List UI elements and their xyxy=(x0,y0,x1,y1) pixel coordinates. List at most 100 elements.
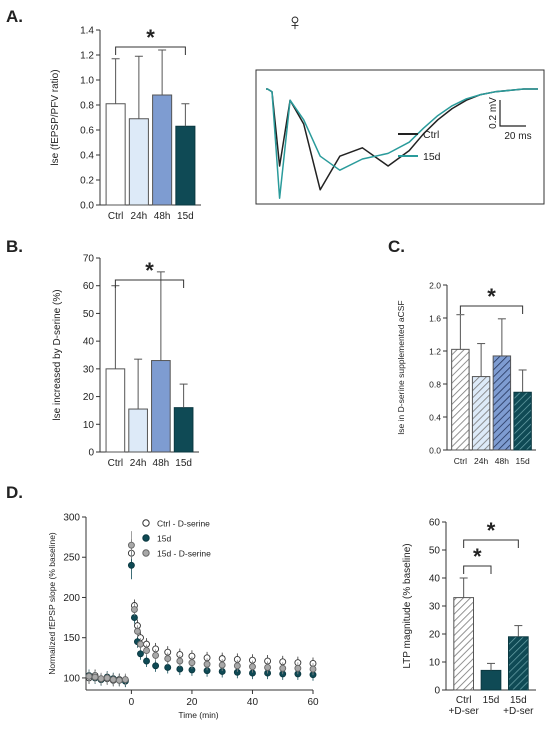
y-tick-label: 30 xyxy=(429,602,441,613)
y-tick-label: 0.4 xyxy=(429,413,441,423)
y-tick-label: 1.2 xyxy=(80,51,94,62)
x-tick-label: 40 xyxy=(247,697,259,708)
legend-marker xyxy=(142,549,150,557)
x-tick-label: 15d xyxy=(483,695,500,706)
y-tick-label: 40 xyxy=(83,337,95,348)
data-point xyxy=(233,662,241,670)
data-point xyxy=(279,664,287,672)
data-point xyxy=(97,675,105,683)
data-point xyxy=(309,665,317,673)
significance-star: * xyxy=(145,258,154,283)
y-tick-label: 1.4 xyxy=(80,26,94,37)
panel-c-bar-chart: 0.0 0.4 0.8 1.2 1.6 2.0 lse in D-serine supple… xyxy=(396,281,536,466)
data-point xyxy=(203,660,211,668)
data-point xyxy=(121,676,129,683)
x-tick-label: 24h xyxy=(131,211,148,222)
y-tick-label: 1.2 xyxy=(429,347,441,357)
panel-a-bar-chart: 0.0 0.2 0.4 0.6 0.8 1.0 1.2 1.4 lse (fEPSP/PFV r… xyxy=(50,25,201,222)
legend-marker xyxy=(142,519,150,527)
x-tick-label: 15d xyxy=(510,695,527,706)
data-point xyxy=(264,664,272,671)
data-point xyxy=(143,657,150,665)
bar-4 xyxy=(175,125,196,206)
y-tick-label: 0.8 xyxy=(80,101,94,112)
panel-b-bar-chart: 0 10 20 30 40 50 60 70 lse increased by D-serine… xyxy=(52,254,199,469)
trace-frame xyxy=(255,69,545,205)
data-point xyxy=(164,664,172,671)
scale-bar-y-label: 0.2 mV xyxy=(488,97,499,129)
bar-2 xyxy=(471,376,491,451)
significance-bracket xyxy=(463,565,492,574)
data-point xyxy=(109,676,117,683)
x-tick-label: 20 xyxy=(186,697,198,708)
significance-star: * xyxy=(487,284,496,309)
data-point xyxy=(176,657,184,665)
legend-label-ctrl: Ctrl xyxy=(423,129,439,141)
y-tick-label: 200 xyxy=(63,593,80,604)
data-point xyxy=(294,664,302,672)
significance-bracket xyxy=(463,539,519,548)
significance-bracket xyxy=(115,46,186,55)
y-tick-label: 60 xyxy=(429,518,441,529)
panel-letter-d: D. xyxy=(6,483,23,502)
female-symbol-icon: ♀ xyxy=(286,9,304,36)
x-tick-label: 15d xyxy=(175,458,192,469)
y-tick-label: 20 xyxy=(429,630,441,641)
bar-3 xyxy=(492,355,512,451)
y-tick-label: 0 xyxy=(434,686,440,697)
bar-2 xyxy=(128,408,148,453)
x-tick-label: Ctrl xyxy=(108,211,124,222)
x-tick-label: Ctrl xyxy=(456,695,472,706)
y-tick-label: 50 xyxy=(429,546,441,557)
bar-4 xyxy=(173,407,194,453)
x-tick-label: 15d xyxy=(177,211,194,222)
legend-label-15d: 15d xyxy=(423,151,441,163)
y-tick-label: 30 xyxy=(83,364,95,375)
x-tick-label: 48h xyxy=(495,456,509,466)
y-axis-label: Normalized fEPSP slope (% baseline) xyxy=(47,532,57,675)
data-point xyxy=(143,647,150,655)
bar-4 xyxy=(513,391,532,451)
data-point xyxy=(85,672,93,680)
x-tick-label: 48h xyxy=(153,458,170,469)
bar-3 xyxy=(152,94,173,206)
y-tick-label: 0.8 xyxy=(429,380,441,390)
bar-1 xyxy=(451,348,470,451)
y-tick-label: 60 xyxy=(83,281,95,292)
y-tick-label: 2.0 xyxy=(429,281,441,291)
data-point xyxy=(103,674,111,682)
significance-bracket xyxy=(459,305,524,314)
significance-star: * xyxy=(146,25,155,50)
y-axis-label: lse in D-serine supplemented aCSF xyxy=(396,300,406,434)
y-tick-label: 1.0 xyxy=(80,76,94,87)
y-tick-label: 20 xyxy=(83,392,95,403)
x-tick-label: 60 xyxy=(307,697,319,708)
data-point xyxy=(137,650,144,658)
x-tick-label: +D-ser xyxy=(449,706,480,717)
significance-bracket xyxy=(114,279,185,288)
y-tick-label: 0.0 xyxy=(80,201,94,212)
legend-label: 15d - D-serine xyxy=(157,549,211,559)
y-tick-label: 250 xyxy=(63,553,80,564)
y-axis-label: lse increased by D-serine (%) xyxy=(52,289,63,420)
y-tick-label: 0.2 xyxy=(80,176,94,187)
y-tick-label: 0.6 xyxy=(80,126,94,137)
legend-label: 15d xyxy=(157,534,171,544)
data-point xyxy=(218,661,226,669)
panel-letter-c: C. xyxy=(388,237,405,256)
y-axis-label: lse (fEPSP/PFV ratio) xyxy=(50,69,61,165)
y-tick-label: 10 xyxy=(429,658,441,669)
x-tick-label: Ctrl xyxy=(108,458,124,469)
data-point xyxy=(164,655,172,663)
data-point xyxy=(249,663,256,671)
trace-line-15d xyxy=(266,88,538,199)
data-point xyxy=(130,606,138,613)
x-axis-label: Time (min) xyxy=(178,710,218,720)
panel-letter-a: A. xyxy=(6,7,23,26)
x-tick-label: Ctrl xyxy=(454,456,467,466)
y-tick-label: 40 xyxy=(429,574,441,585)
y-tick-label: 10 xyxy=(83,420,95,431)
bar-2 xyxy=(480,669,502,691)
series-15d-d-serine xyxy=(85,531,317,687)
